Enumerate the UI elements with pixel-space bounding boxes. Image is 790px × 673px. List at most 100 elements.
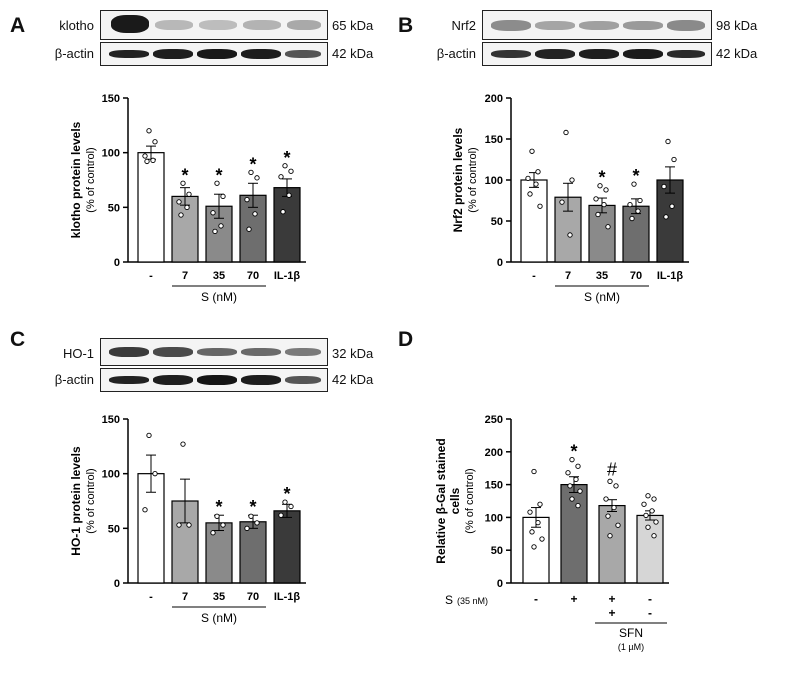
data-point-b-4-1: [671, 156, 677, 163]
data-point-c-3-1: [254, 520, 260, 526]
y-tick-label-d: 250: [485, 414, 503, 426]
bar-b-2: [588, 204, 616, 263]
data-point-a-1-3: [184, 204, 190, 210]
significance-a-2: *: [215, 165, 222, 185]
data-point-c-0-1: [152, 471, 158, 477]
data-point-a-2-4: [212, 228, 218, 235]
data-point-a-4-4: [280, 209, 286, 215]
data-point-a-0-1: [152, 139, 158, 145]
y-axis-label-a: klotho protein levels: [69, 121, 83, 238]
data-point-d-0-0: [531, 468, 537, 475]
bar-b-0: [520, 179, 548, 263]
data-point-b-0-5: [537, 203, 543, 209]
y-tick-label-b: 0: [497, 257, 503, 269]
western-blot-actin-c: [100, 368, 328, 392]
x-tick-label-d-1: +: [570, 592, 577, 606]
data-point-c-4-1: [288, 503, 294, 510]
data-point-b-2-2: [593, 196, 599, 202]
x-tick-label-b-2: 35: [596, 270, 608, 282]
y-tick-label-d: 100: [485, 512, 503, 524]
y-axis-label-2-b: (% of control): [467, 147, 479, 212]
data-point-a-3-3: [252, 211, 258, 217]
x-tick-label-a-4: IL-1β: [274, 270, 301, 282]
bar-d-1: [560, 484, 588, 584]
kda-actin-a: 42 kDa: [332, 46, 374, 61]
data-point-b-3-2: [627, 201, 633, 208]
kda-actin-b: 42 kDa: [716, 46, 758, 61]
blot-label-actin-a: β-actin: [54, 46, 94, 61]
significance-d-2: #: [607, 459, 617, 479]
y-tick-label-b: 50: [491, 216, 503, 228]
significance-a-3: *: [249, 154, 256, 174]
data-point-d-3-4: [643, 512, 649, 519]
data-point-a-0-0: [146, 128, 152, 134]
data-point-b-2-3: [601, 201, 607, 208]
data-point-d-1-0: [569, 457, 575, 463]
y-tick-label-c: 150: [102, 414, 120, 426]
y-tick-label-c: 50: [108, 523, 120, 535]
data-point-a-2-1: [220, 193, 226, 200]
data-point-b-3-4: [629, 215, 635, 222]
y-tick-label-a: 50: [108, 202, 120, 214]
data-point-a-3-4: [246, 226, 252, 232]
kda-nrf2: 98 kDa: [716, 18, 758, 33]
data-point-d-2-1: [613, 483, 619, 489]
data-point-d-2-3: [611, 504, 617, 511]
data-point-b-4-3: [669, 203, 675, 209]
significance-a-1: *: [181, 165, 188, 185]
data-point-c-2-2: [210, 530, 216, 536]
significance-a-4: *: [283, 148, 290, 168]
data-point-c-0-0: [146, 432, 152, 439]
data-point-a-2-0: [214, 180, 220, 186]
bar-a-0: [137, 152, 165, 263]
data-point-b-2-1: [603, 187, 609, 193]
data-point-a-2-2: [210, 210, 216, 216]
y-tick-label-d: 200: [485, 447, 503, 459]
data-point-b-0-2: [525, 175, 531, 182]
panel-letter-a: A: [10, 14, 26, 37]
data-point-b-1-2: [559, 199, 565, 205]
sfn-conc-d: (1 µM): [618, 642, 644, 652]
x-tick-label-d-2: +: [608, 592, 615, 606]
data-point-a-4-2: [278, 174, 284, 180]
y-axis-label-3-d: (% of control): [464, 468, 476, 533]
sfn-sign-d-0: +: [608, 606, 615, 620]
data-point-d-0-6: [531, 544, 537, 550]
group-label-c: S (nM): [201, 611, 237, 625]
y-tick-label-d: 0: [497, 578, 503, 590]
significance-d-1: *: [570, 442, 577, 462]
y-axis-label-c: HO-1 protein levels: [69, 446, 83, 556]
data-point-a-3-0: [248, 169, 254, 175]
data-point-d-2-4: [605, 513, 611, 519]
blot-label-actin-b: β-actin: [436, 46, 476, 61]
x-tick-label-c-0: -: [149, 591, 153, 603]
western-blot-ho1: [100, 338, 328, 366]
bar-b-4: [656, 179, 684, 263]
data-point-c-3-0: [248, 513, 254, 519]
y-axis-label-2-a: (% of control): [85, 147, 97, 212]
data-point-d-1-7: [575, 502, 581, 509]
western-blot-nrf2: [482, 10, 712, 40]
y-tick-label-b: 100: [485, 175, 503, 187]
data-point-d-2-2: [603, 496, 609, 502]
data-point-b-0-4: [527, 191, 533, 197]
data-point-c-4-0: [282, 499, 288, 505]
western-blot-actin-b: [482, 42, 712, 66]
data-point-b-1-3: [567, 232, 573, 238]
x-tick-label-b-3: 70: [630, 270, 642, 282]
data-point-a-0-3: [150, 157, 156, 163]
data-point-a-4-3: [286, 192, 292, 198]
y-tick-label-b: 150: [485, 134, 503, 146]
data-point-d-1-2: [565, 470, 571, 476]
x-tick-label-c-4: IL-1β: [274, 591, 301, 603]
row-label-small-d: (35 nM): [457, 596, 488, 606]
data-point-d-1-1: [575, 463, 581, 469]
data-point-d-3-7: [651, 533, 657, 539]
y-axis-label-2-c: (% of control): [85, 468, 97, 533]
y-tick-label-a: 100: [102, 148, 120, 160]
blot-label-actin-c: β-actin: [54, 372, 94, 387]
data-point-b-0-3: [533, 181, 539, 187]
sfn-label-d: SFN: [619, 626, 643, 640]
x-tick-label-b-0: -: [532, 270, 536, 282]
y-axis-label-2-d: cells: [448, 487, 462, 514]
